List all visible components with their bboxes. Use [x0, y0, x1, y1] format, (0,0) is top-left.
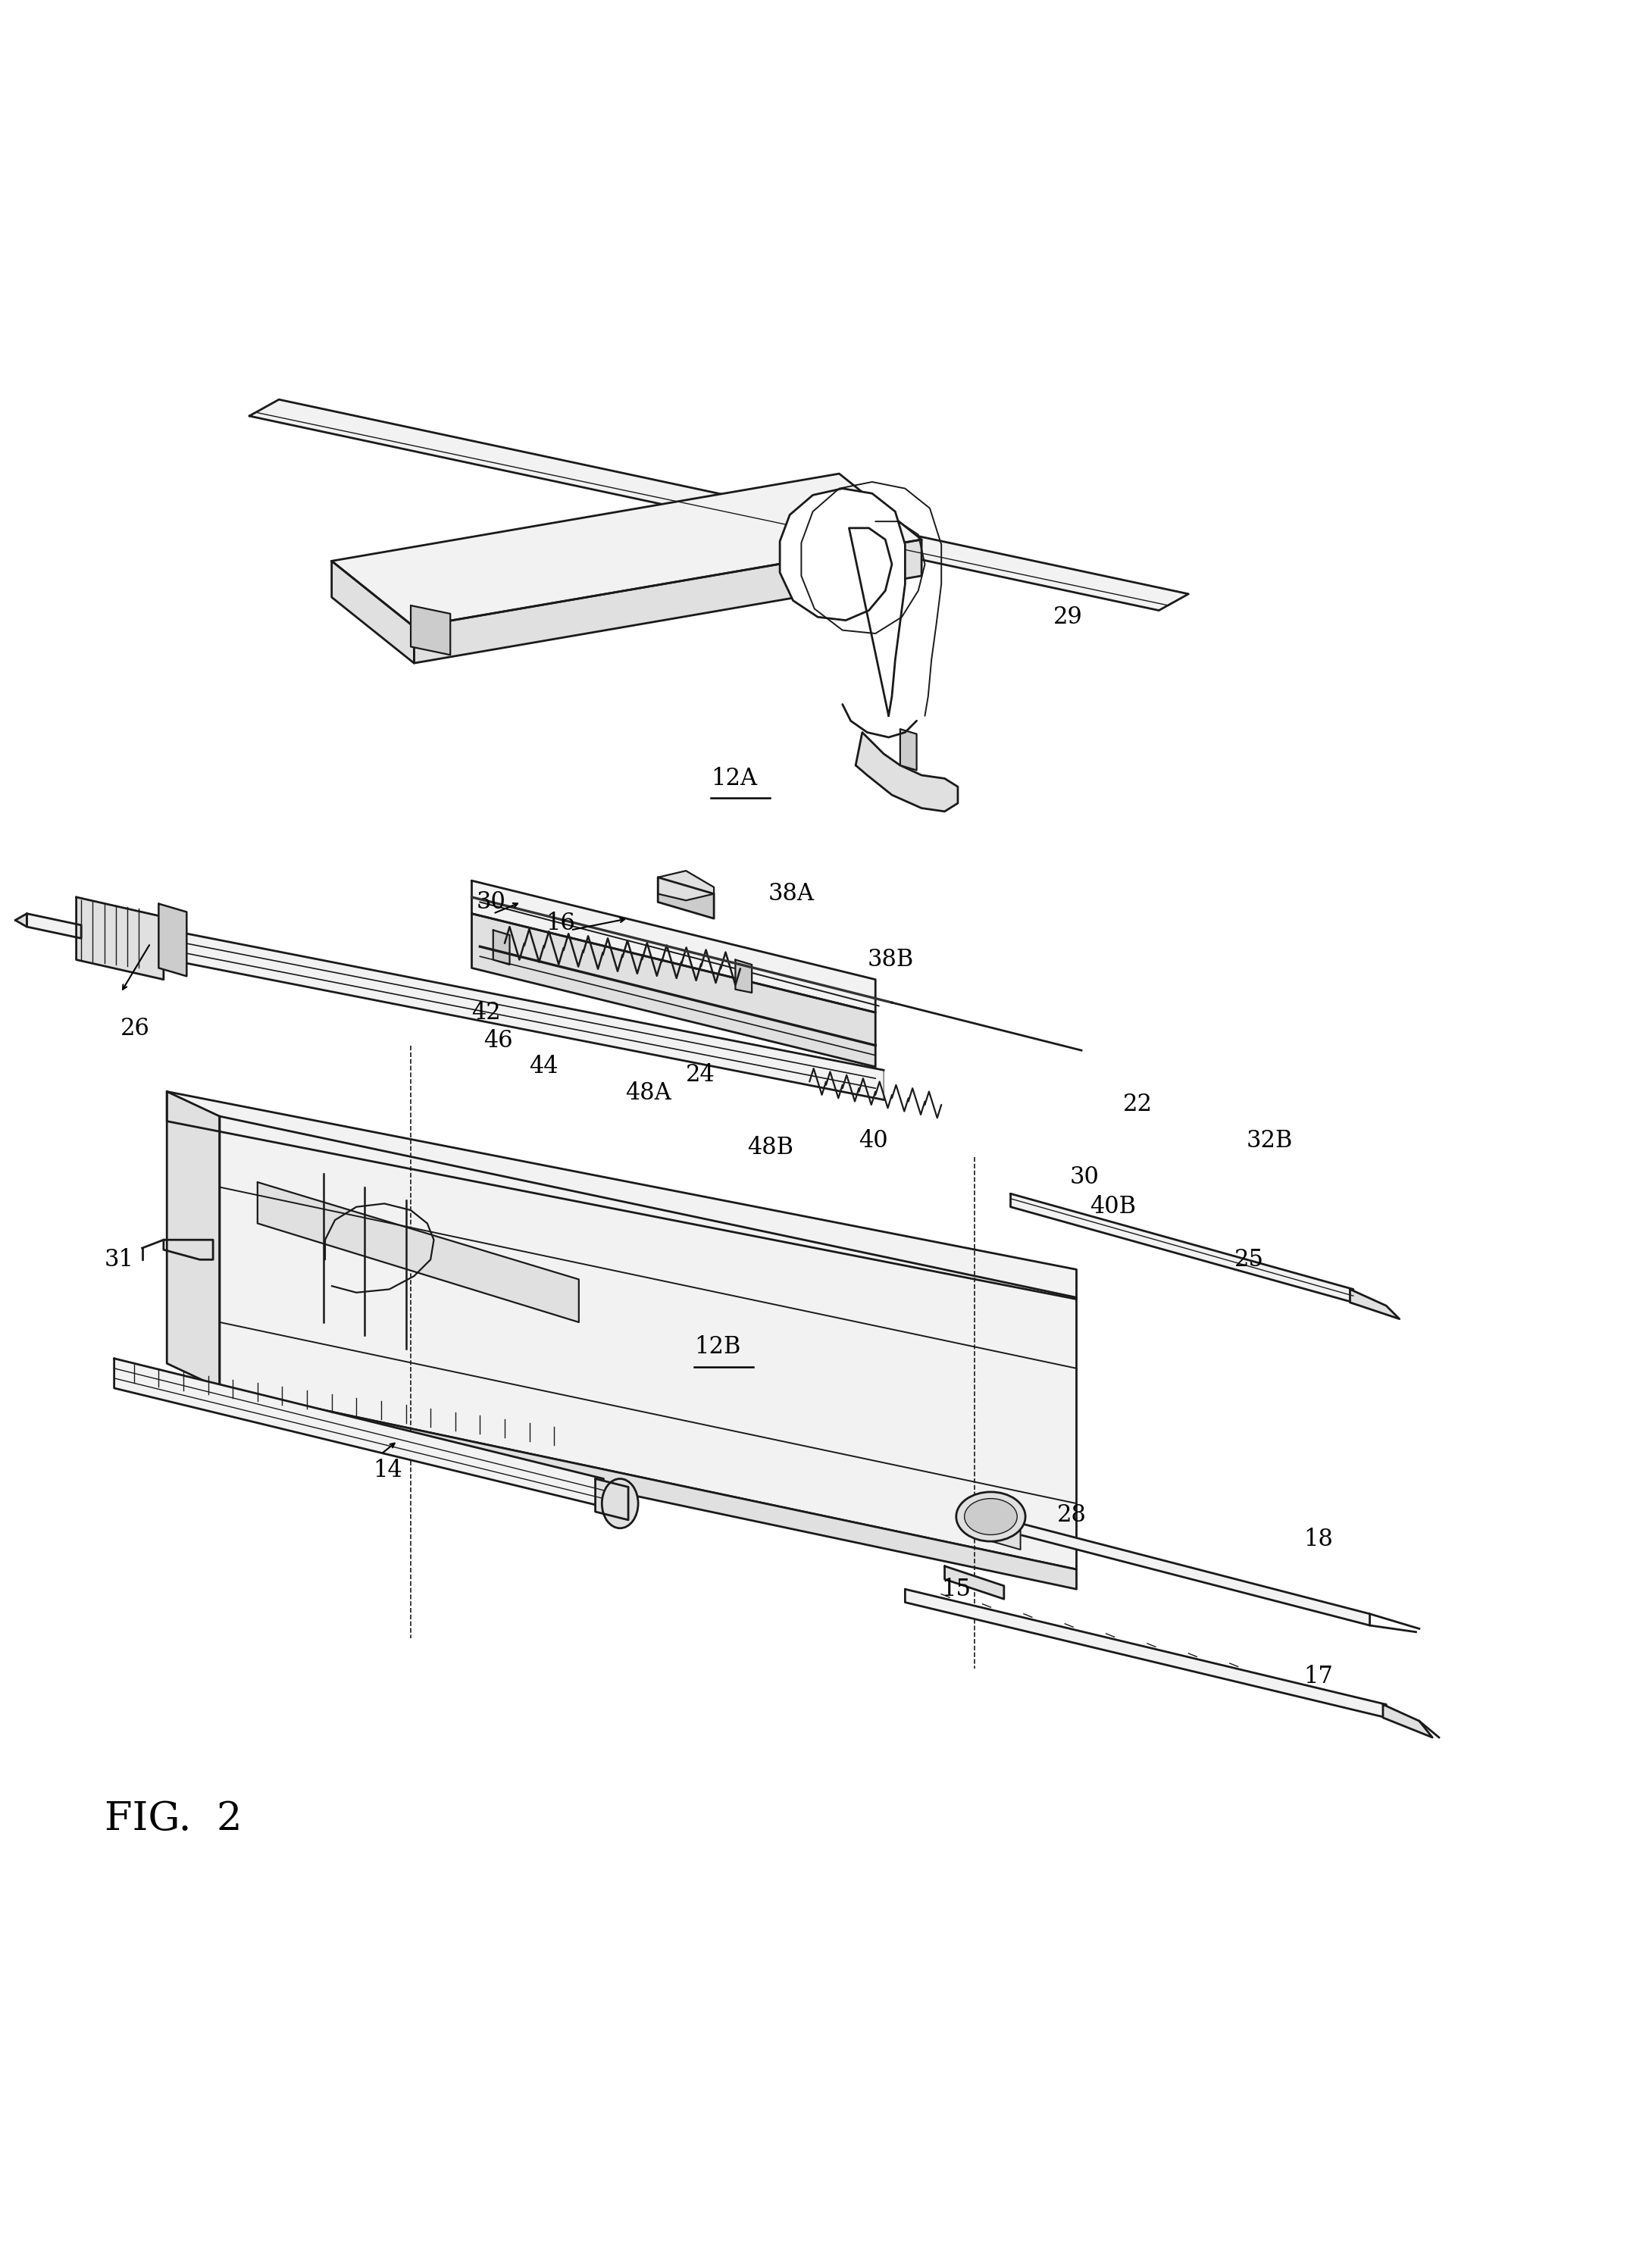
Polygon shape [84, 913, 884, 1100]
Polygon shape [905, 1590, 1386, 1718]
Text: 30: 30 [477, 891, 506, 913]
Text: 40B: 40B [1090, 1194, 1137, 1219]
Polygon shape [735, 960, 752, 992]
Polygon shape [220, 1388, 1077, 1590]
Text: 42: 42 [472, 1001, 501, 1023]
Text: FIG.  2: FIG. 2 [104, 1799, 241, 1837]
Polygon shape [1383, 1705, 1432, 1738]
Polygon shape [595, 1480, 628, 1520]
Polygon shape [332, 475, 922, 627]
Polygon shape [159, 904, 187, 976]
Polygon shape [167, 1091, 220, 1388]
Text: 31: 31 [104, 1248, 134, 1271]
Polygon shape [76, 897, 164, 981]
Text: 12B: 12B [694, 1336, 740, 1358]
Polygon shape [472, 913, 876, 1066]
Text: 46: 46 [484, 1028, 512, 1053]
Polygon shape [167, 1091, 1077, 1300]
Text: 18: 18 [1303, 1527, 1333, 1552]
Polygon shape [780, 488, 905, 715]
Text: 48A: 48A [624, 1082, 671, 1104]
Polygon shape [975, 1496, 1021, 1550]
Polygon shape [945, 1565, 1004, 1599]
Polygon shape [472, 882, 876, 1012]
Polygon shape [332, 560, 415, 663]
Polygon shape [1350, 1289, 1399, 1318]
Polygon shape [494, 931, 509, 965]
Polygon shape [26, 913, 81, 938]
Polygon shape [258, 1183, 578, 1322]
Text: 29: 29 [1054, 605, 1082, 630]
Ellipse shape [965, 1498, 1018, 1534]
Text: 25: 25 [1234, 1248, 1264, 1271]
Text: 22: 22 [1123, 1093, 1151, 1116]
Polygon shape [856, 733, 958, 812]
Text: 38A: 38A [768, 882, 814, 906]
Text: 26: 26 [121, 1017, 150, 1041]
Polygon shape [900, 729, 917, 769]
Text: 38B: 38B [867, 949, 914, 972]
Text: 17: 17 [1303, 1664, 1333, 1689]
Polygon shape [411, 605, 451, 654]
Polygon shape [249, 400, 1188, 609]
Text: 12A: 12A [710, 767, 757, 789]
Polygon shape [15, 913, 26, 927]
Text: 24: 24 [686, 1064, 715, 1086]
Polygon shape [657, 870, 714, 900]
Polygon shape [657, 877, 714, 918]
Text: 30: 30 [1070, 1165, 1099, 1190]
Text: 16: 16 [545, 911, 575, 936]
Polygon shape [1008, 1520, 1370, 1626]
Text: 40: 40 [859, 1129, 889, 1154]
Text: 14: 14 [373, 1460, 401, 1482]
Text: 48B: 48B [747, 1136, 793, 1158]
Text: 32B: 32B [1246, 1129, 1294, 1154]
Ellipse shape [601, 1480, 638, 1527]
Polygon shape [415, 540, 922, 663]
Polygon shape [1011, 1194, 1353, 1302]
Polygon shape [114, 1358, 603, 1507]
Ellipse shape [957, 1491, 1026, 1541]
Text: 28: 28 [1057, 1502, 1085, 1527]
Polygon shape [220, 1116, 1077, 1570]
Text: 15: 15 [942, 1577, 971, 1601]
Text: 44: 44 [529, 1055, 558, 1080]
